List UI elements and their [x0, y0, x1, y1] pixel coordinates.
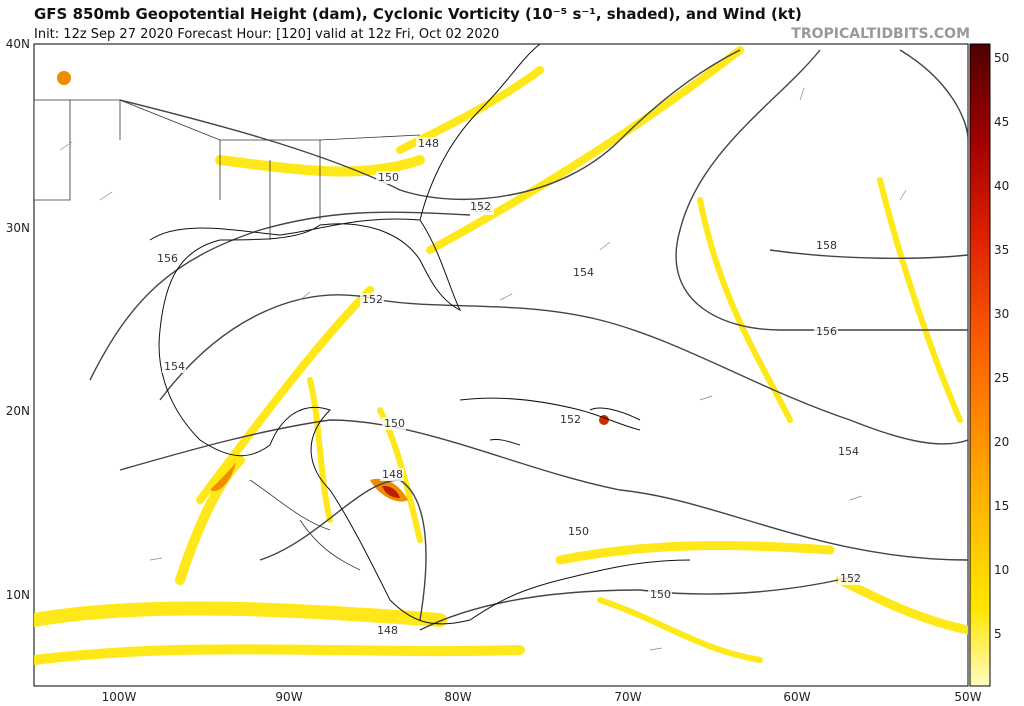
latitude-label: 30N [6, 221, 30, 235]
colorbar-label: 20 [994, 435, 1009, 449]
contour-label: 148 [382, 468, 403, 481]
colorbar-ramp [969, 43, 991, 687]
contour-label: 152 [362, 293, 383, 306]
colorbar-label: 5 [994, 627, 1002, 641]
colorbar-label: 35 [994, 243, 1009, 257]
contour-label: 150 [384, 417, 405, 430]
contour-label: 150 [568, 525, 589, 538]
map-field [33, 43, 969, 687]
contour-label: 152 [470, 200, 491, 213]
colorbar: 50 45 40 35 30 25 20 15 10 5 [969, 43, 1009, 687]
colorbar-label: 45 [994, 115, 1009, 129]
contour-labels: 148 150 152 154 156 158 152 154 156 152 150 150 148 1… [155, 137, 862, 637]
colorbar-label: 15 [994, 499, 1009, 513]
coastlines [149, 44, 691, 625]
contour-label: 154 [164, 360, 185, 373]
contour-label: 156 [157, 252, 178, 265]
contour-label-bg [155, 252, 179, 265]
longitude-label: 100W [102, 690, 137, 704]
contour-label-bg [814, 239, 838, 252]
longitude-label: 50W [954, 690, 981, 704]
longitude-labels: 100W 90W 80W 70W 60W 50W [102, 690, 982, 704]
latitude-label: 40N [6, 37, 30, 51]
subtitle: Init: 12z Sep 27 2020 Forecast Hour: [12… [34, 27, 499, 42]
contour-label: 148 [418, 137, 439, 150]
contour-label-bg [836, 445, 860, 458]
contour-label-bg [838, 572, 862, 585]
latitude-label: 10N [6, 588, 30, 602]
longitude-label: 70W [614, 690, 641, 704]
colorbar-label: 30 [994, 307, 1009, 321]
contour-label: 152 [560, 413, 581, 426]
wind-barbs [59, 87, 907, 651]
contour-label: 156 [816, 325, 837, 338]
contour-label-bg [376, 171, 400, 184]
colorbar-label: 10 [994, 563, 1009, 577]
colorbar-label: 50 [994, 51, 1009, 65]
latitude-label: 20N [6, 404, 30, 418]
longitude-label: 90W [275, 690, 302, 704]
contour-label-bg [162, 360, 186, 373]
vorticity-shading [34, 46, 968, 665]
contour-label: 154 [573, 266, 594, 279]
site-name: TROPICALTIDBITS.COM [791, 26, 970, 42]
colorbar-labels: 50 45 40 35 30 25 20 15 10 5 [994, 51, 1009, 641]
contour-label: 150 [378, 171, 399, 184]
contour-label-bg [566, 525, 590, 538]
latitude-labels: 40N 30N 20N 10N [6, 37, 30, 602]
contour-label-bg [416, 137, 440, 150]
contour-label: 148 [377, 624, 398, 637]
colorbar-label: 25 [994, 371, 1009, 385]
contour-label-bg [375, 624, 399, 637]
contour-label-bg [382, 417, 406, 430]
height-contours [89, 49, 968, 631]
contour-label-bg [814, 325, 838, 338]
contour-label: 154 [838, 445, 859, 458]
contour-label-bg [360, 293, 384, 306]
contour-label-bg [648, 588, 672, 601]
contour-label: 158 [816, 239, 837, 252]
contour-label: 150 [650, 588, 671, 601]
longitude-label: 60W [783, 690, 810, 704]
colorbar-label: 40 [994, 179, 1009, 193]
contour-label-bg [468, 200, 492, 213]
borders [34, 99, 421, 571]
contour-label-bg [558, 413, 582, 426]
longitude-label: 80W [444, 690, 471, 704]
contour-label-bg [380, 468, 404, 481]
contour-label-bg [571, 266, 595, 279]
title: GFS 850mb Geopotential Height (dam), Cyc… [34, 5, 802, 23]
contour-label: 152 [840, 572, 861, 585]
